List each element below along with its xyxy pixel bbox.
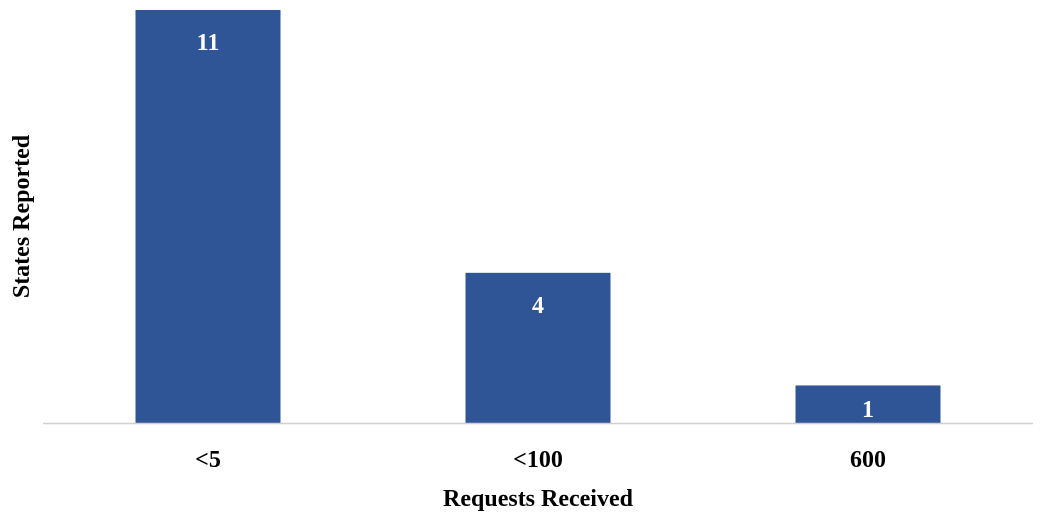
x-axis-title: Requests Received — [443, 486, 634, 512]
data-label-2: 4 — [532, 293, 544, 319]
bar-2 — [465, 272, 611, 423]
x-tick-label-1: <5 — [195, 447, 221, 473]
x-tick-label-3: 600 — [850, 447, 886, 473]
bar-3 — [795, 385, 941, 423]
y-axis-title: States Reported — [9, 134, 35, 298]
labels-layer: 11 4 1 — [197, 30, 874, 423]
data-label-1: 11 — [197, 30, 220, 56]
bars-layer — [135, 10, 941, 423]
x-tick-label-2: <100 — [513, 447, 563, 473]
bar-1 — [135, 10, 281, 423]
x-tick-labels: <5 <100 600 — [195, 447, 886, 473]
data-label-3: 1 — [862, 397, 874, 423]
